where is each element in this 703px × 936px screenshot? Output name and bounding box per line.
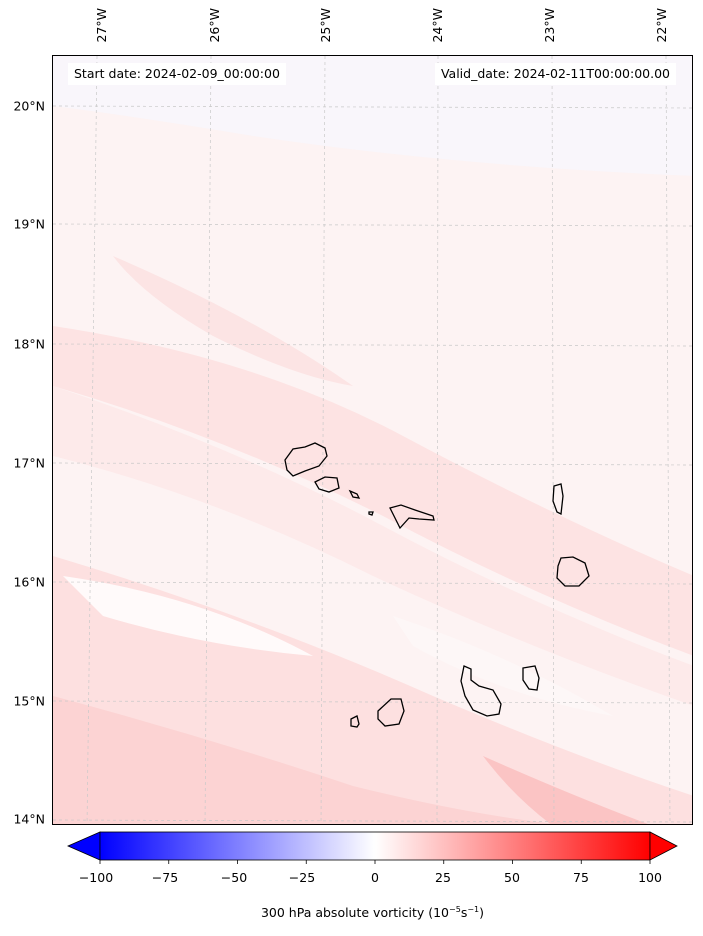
colorbar-ticks [99,860,651,864]
start-date-label: Start date: 2024-02-09_00:00:00 [68,63,286,85]
colorbar-tick-label: −50 [220,870,248,885]
lon-label-26w: 26°W [207,8,222,43]
parallel-17n [53,462,692,466]
parallel-20n [53,105,692,109]
colorbar-title-mid: s [460,905,468,921]
lon-label-23w: 23°W [542,8,557,43]
colorbar-tick-label: 75 [573,870,589,885]
valid-date-label: Valid_date: 2024-02-11T00:00:00.00 [434,63,676,85]
meridian-26w [204,56,212,824]
lat-label-15n: 15°N [13,693,45,709]
island-fogo [377,698,405,727]
colorbar-title-suffix: ) [479,905,485,921]
island-maio [522,665,540,691]
island-raso [368,511,374,516]
map-canvas [53,56,692,824]
colorbar-title-prefix: 300 hPa absolute vorticity (10 [260,905,450,921]
lat-label-16n: 16°N [13,574,45,590]
island-brava [350,715,360,728]
lat-label-17n: 17°N [13,455,45,471]
parallel-15n [53,700,692,704]
graticule [53,56,692,824]
lon-label-27w: 27°W [94,8,109,43]
lat-label-18n: 18°N [13,336,45,352]
vorticity-field-negative-band [53,56,692,176]
island-boa-vista [556,556,590,587]
coastlines [284,442,590,728]
vorticity-field-band [483,756,648,824]
meridian-22w [665,56,671,824]
lon-label-22w: 22°W [654,8,669,43]
meridian-25w [320,56,326,824]
parallel-18n [53,343,692,347]
colorbar-max-extend [649,831,678,861]
meridian-23w [551,56,555,824]
island-sao-vicente [314,476,340,493]
island-sao-nicolau [389,504,435,530]
parallel-14n [53,819,692,823]
colorbar-title-exp2: −1 [467,905,480,914]
island-santa-luzia [348,489,361,499]
colorbar-tick-label: 100 [638,870,662,885]
colorbar-gradient [99,831,651,861]
colorbar-tick-label: 50 [504,870,520,885]
lat-label-14n: 14°N [13,811,45,827]
colorbar-tick-label: −100 [78,870,114,885]
lon-label-24w: 24°W [430,8,445,43]
colorbar-tick-label: −25 [288,870,316,885]
colorbar-tick-label: 25 [435,870,451,885]
colorbar-tick-label: −75 [151,870,179,885]
vorticity-field-band [63,576,313,656]
colorbar-tick-label: 0 [371,870,379,885]
colorbar-title: 300 hPa absolute vorticity (10−5s−1) [0,905,703,920]
parallel-19n [53,223,692,227]
colorbar [67,831,678,864]
meridian-27w [86,56,98,824]
vorticity-field-band [53,696,555,824]
island-santo-antao [284,442,328,477]
lat-label-20n: 20°N [13,98,45,114]
meridian-24w [436,56,439,824]
map-panel [52,55,693,825]
lon-label-25w: 25°W [318,8,333,43]
island-sal [552,483,564,515]
colorbar-title-exp1: −5 [449,905,461,914]
lat-label-19n: 19°N [13,216,45,232]
vorticity-field-band [113,256,353,386]
colorbar-min-extend [67,831,101,861]
parallel-16n [53,581,692,585]
vorticity-field-band [53,326,692,656]
island-santiago [460,665,502,717]
vorticity-field-band [393,616,613,716]
vorticity-field-band [53,386,692,706]
